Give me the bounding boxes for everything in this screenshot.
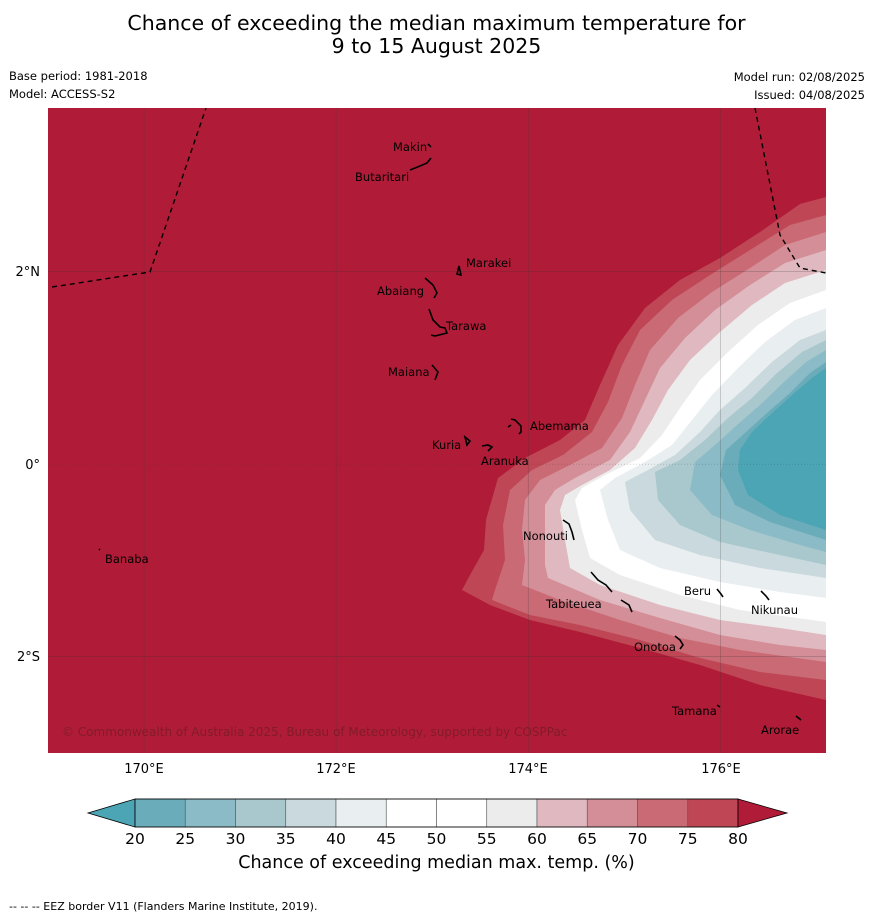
lat-label-2n: 2°N <box>16 265 41 280</box>
lon-label-170e: 170°E <box>124 762 164 777</box>
colorbar-tick-80: 80 <box>728 830 748 848</box>
label-onotoa: Onotoa <box>634 640 676 654</box>
label-banaba: Banaba <box>105 552 149 566</box>
island-marakei <box>456 265 463 277</box>
lon-label-172e: 172°E <box>316 762 356 777</box>
colorbar-tick-55: 55 <box>477 830 497 848</box>
colorbar-tick-labels: 20 25 30 35 40 45 50 55 60 65 70 75 80 <box>125 830 748 848</box>
island-nonouti <box>562 519 575 541</box>
label-tarawa: Tarawa <box>445 319 486 333</box>
label-nikunau: Nikunau <box>751 603 798 617</box>
island-makin <box>427 143 432 148</box>
colorbar-cells <box>134 798 739 828</box>
island-banaba <box>98 548 101 551</box>
label-beru: Beru <box>684 584 711 598</box>
colorbar-cell-1 <box>184 798 236 828</box>
island-abemama <box>507 418 522 435</box>
eez-border-east <box>754 108 826 274</box>
label-tamana: Tamana <box>671 704 717 718</box>
label-marakei: Marakei <box>466 256 511 270</box>
colorbar-tick-30: 30 <box>226 830 246 848</box>
eez-footnote: -- -- -- EEZ border V11 (Flanders Marine… <box>9 900 318 913</box>
colorbar-tick-50: 50 <box>427 830 447 848</box>
lat-axis-labels: 2°N 0° 2°S <box>16 265 41 665</box>
colorbar-tick-75: 75 <box>678 830 698 848</box>
label-butaritari: Butaritari <box>355 170 409 184</box>
colorbar-title: Chance of exceeding median max. temp. (%… <box>238 853 635 873</box>
title-line-2: 9 to 15 August 2025 <box>331 34 542 58</box>
chart-title: Chance of exceeding the median maximum t… <box>0 12 873 58</box>
lon-label-176e: 176°E <box>701 762 741 777</box>
place-labels: Makin Butaritari Marakei Abaiang Tarawa … <box>105 140 799 737</box>
colorbar-under-arrow <box>86 798 136 828</box>
lat-label-2s: 2°S <box>17 650 40 665</box>
label-abemama: Abemama <box>530 419 589 433</box>
colorbar-tick-70: 70 <box>628 830 648 848</box>
model-run-date: Model run: 02/08/2025 <box>733 70 865 84</box>
colorbar-tick-45: 45 <box>376 830 396 848</box>
band-below-20 <box>738 368 826 530</box>
colorbar-cell-2 <box>235 798 287 828</box>
island-kuria <box>463 434 472 447</box>
base-period: Base period: 1981-2018 <box>9 69 148 83</box>
copyright-notice: © Commonwealth of Australia 2025, Bureau… <box>62 725 567 739</box>
colorbar-cell-4 <box>335 798 387 828</box>
label-makin: Makin <box>393 140 427 154</box>
colorbar-cell-9 <box>586 798 638 828</box>
lat-label-0: 0° <box>25 458 40 473</box>
colorbar-cell-5 <box>385 798 437 828</box>
island-tarawa <box>428 308 449 337</box>
colorbar: 20 25 30 35 40 45 50 55 60 65 70 75 80 <box>86 798 789 848</box>
island-onotoa <box>674 635 684 650</box>
colorbar-cell-0 <box>134 798 186 828</box>
island-maiana <box>431 364 439 381</box>
colorbar-tick-60: 60 <box>527 830 547 848</box>
colorbar-tick-20: 20 <box>125 830 145 848</box>
colorbar-cell-11 <box>687 798 739 828</box>
eez-border-west <box>51 108 207 288</box>
label-arorae: Arorae <box>761 723 799 737</box>
island-tamana <box>716 704 721 708</box>
colorbar-over-arrow <box>737 798 789 828</box>
island-butaritari <box>409 157 432 171</box>
colorbar-cell-7 <box>486 798 538 828</box>
label-tabiteuea: Tabiteuea <box>545 597 602 611</box>
gridlines <box>48 108 826 753</box>
colorbar-tick-35: 35 <box>276 830 296 848</box>
colorbar-cell-8 <box>536 798 588 828</box>
lon-axis-labels: 170°E 172°E 174°E 176°E <box>124 762 741 777</box>
colorbar-tick-65: 65 <box>577 830 597 848</box>
island-arorae <box>795 715 802 721</box>
colorbar-cell-6 <box>436 798 488 828</box>
colorbar-cell-3 <box>285 798 337 828</box>
map-area: Makin Butaritari Marakei Abaiang Tarawa … <box>48 108 826 753</box>
model-name: Model: ACCESS-S2 <box>9 87 116 101</box>
colorbar-tick-25: 25 <box>175 830 195 848</box>
eez-border <box>51 108 826 288</box>
lon-label-174e: 174°E <box>508 762 548 777</box>
label-abaiang: Abaiang <box>377 284 424 298</box>
island-beru <box>716 588 724 598</box>
issued-date: Issued: 04/08/2025 <box>754 88 865 102</box>
title-line-1: Chance of exceeding the median maximum t… <box>127 11 746 35</box>
label-maiana: Maiana <box>388 365 430 379</box>
island-abaiang <box>424 277 438 299</box>
colorbar-cell-10 <box>637 798 689 828</box>
label-nonouti: Nonouti <box>523 529 568 543</box>
island-nikunau <box>760 590 770 601</box>
island-aranuka <box>481 444 494 452</box>
island-tabiteuea <box>590 571 633 613</box>
label-aranuka: Aranuka <box>481 454 529 468</box>
island-outlines <box>98 143 802 721</box>
label-kuria: Kuria <box>432 438 461 452</box>
colorbar-tick-40: 40 <box>326 830 346 848</box>
